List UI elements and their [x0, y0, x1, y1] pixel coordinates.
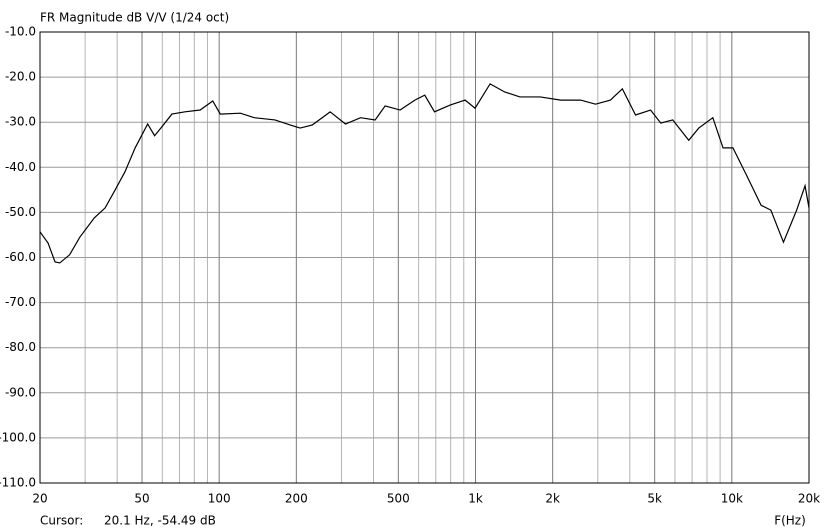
y-tick-label: -40.0 [5, 160, 36, 174]
y-tick-label: -100.0 [0, 430, 36, 444]
y-tick-label: -110.0 [0, 476, 36, 490]
x-tick-label: 500 [387, 492, 410, 506]
y-tick-label: -10.0 [5, 25, 36, 39]
cursor-readout: 20.1 Hz, -54.49 dB [104, 514, 216, 528]
x-tick-label: 1k [468, 492, 483, 506]
x-tick-label: 200 [285, 492, 308, 506]
frequency-response-line [39, 83, 810, 264]
y-tick-label: -20.0 [5, 70, 36, 84]
x-tick-label: 10k [721, 492, 743, 506]
chart-title: FR Magnitude dB V/V (1/24 oct) [40, 11, 229, 25]
x-tick-label: 50 [134, 492, 149, 506]
plot-frame [39, 31, 810, 484]
x-tick-label: 20k [798, 492, 820, 506]
x-tick-label: 100 [208, 492, 231, 506]
y-tick-label: -60.0 [5, 250, 36, 264]
y-tick-label: -50.0 [5, 205, 36, 219]
x-tick-label: 2k [545, 492, 560, 506]
x-tick-label: 5k [647, 492, 662, 506]
y-tick-label: -70.0 [5, 295, 36, 309]
cursor-label: Cursor: [40, 514, 83, 528]
y-tick-label: -30.0 [5, 115, 36, 129]
y-tick-label: -90.0 [5, 385, 36, 399]
x-axis-label: F(Hz) [774, 514, 806, 528]
x-tick-label: 20 [32, 492, 47, 506]
y-tick-label: -80.0 [5, 340, 36, 354]
